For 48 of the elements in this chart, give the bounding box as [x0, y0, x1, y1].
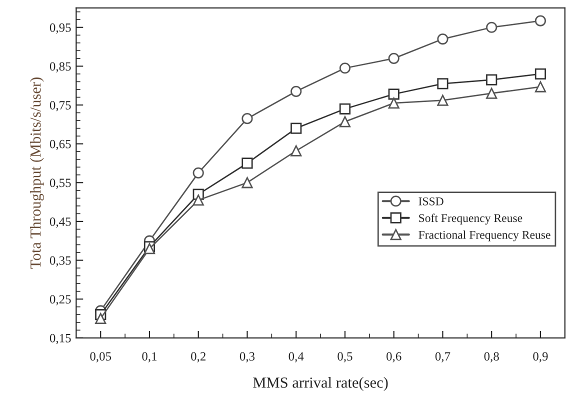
y-tick-label: 0,55	[50, 178, 71, 189]
point	[437, 78, 448, 90]
point	[486, 22, 498, 33]
point	[388, 88, 400, 100]
x-tick-label: 0,5	[338, 352, 352, 362]
point	[388, 52, 400, 64]
x-tick-label: 0,05	[90, 352, 112, 362]
legend-label: Fractional Frequency Reuse	[418, 230, 550, 242]
y-tick-label: 0,15	[50, 334, 71, 344]
x-tick-label: 0,2	[191, 352, 206, 362]
x-tick-label: 0,3	[240, 352, 255, 362]
y-tick-label: 0,85	[50, 62, 71, 72]
y-tick-label: 0,45	[50, 217, 71, 228]
point	[242, 113, 253, 124]
point	[192, 194, 204, 206]
point	[339, 62, 351, 74]
point	[534, 68, 546, 80]
y-tick-label: 0,25	[50, 295, 71, 306]
point	[242, 177, 253, 188]
point	[437, 94, 448, 106]
point	[192, 167, 204, 178]
point	[290, 145, 302, 156]
x-tick-label: 0,7	[435, 352, 450, 362]
x-axis-title: MMS arrival rate(sec)	[253, 377, 388, 391]
x-tick-label: 0,9	[533, 352, 548, 362]
y-tick-label: 0,95	[50, 23, 71, 34]
point	[242, 158, 253, 169]
point	[486, 74, 498, 86]
x-tick-label: 0,1	[142, 352, 157, 362]
point	[95, 312, 106, 324]
point	[339, 103, 351, 114]
point	[486, 88, 498, 99]
point	[388, 98, 400, 109]
x-tick-label: 0,4	[288, 352, 304, 362]
point	[534, 81, 546, 92]
y-axis-title: Tota Throughput (Mbits/s/user)	[30, 78, 44, 269]
x-tick-label: 0,6	[386, 352, 402, 362]
point	[437, 33, 448, 45]
y-tick-label: 0,65	[50, 140, 71, 150]
legend-label: Soft Frequency Reuse	[419, 214, 522, 225]
point	[339, 116, 351, 128]
point	[290, 122, 302, 134]
y-tick-label: 0,75	[50, 101, 71, 112]
point	[534, 15, 546, 26]
y-tick-label: 0,35	[50, 256, 71, 267]
x-tick-label: 0,8	[484, 352, 499, 362]
point	[290, 86, 302, 97]
legend-label: ISSD	[418, 197, 444, 206]
